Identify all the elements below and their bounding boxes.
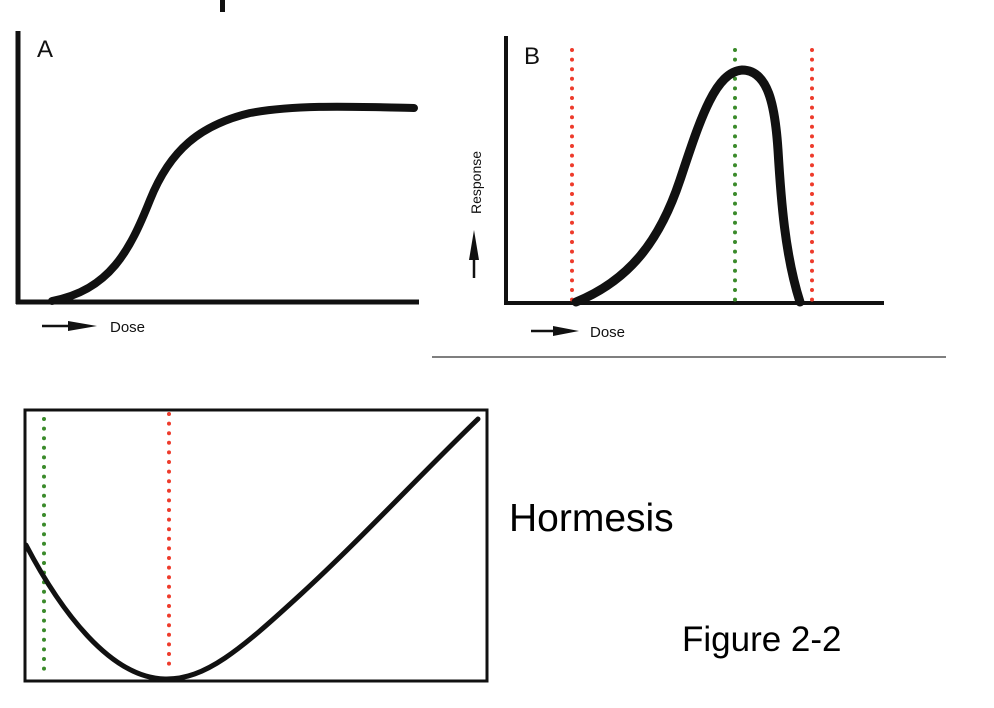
figure-caption: Figure 2-2 [682, 620, 842, 659]
panel-a-sigmoid-curve [48, 102, 418, 305]
panel-b-y-axis-label: Response [468, 151, 484, 214]
panel-b-inverted-u-curve [571, 65, 805, 307]
panel-c-u-shaped-curve [23, 416, 481, 682]
panel-a-letter: A [37, 36, 53, 63]
panel-b-letter: B [524, 43, 540, 70]
panel-a-dose-arrow-icon [42, 321, 97, 331]
hormesis-label: Hormesis [509, 497, 674, 540]
panel-a-x-axis-label: Dose [110, 319, 145, 336]
panel-b-x-axis-label: Dose [590, 324, 625, 341]
panel-b-response-arrow-icon [469, 230, 479, 278]
panel-a: A Dose [15, 31, 419, 336]
panel-b-dose-arrow-icon [531, 326, 579, 336]
cropped-title-fragment [220, 0, 225, 12]
panel-c [23, 408, 489, 683]
panel-b: B Response Dose [468, 36, 884, 341]
